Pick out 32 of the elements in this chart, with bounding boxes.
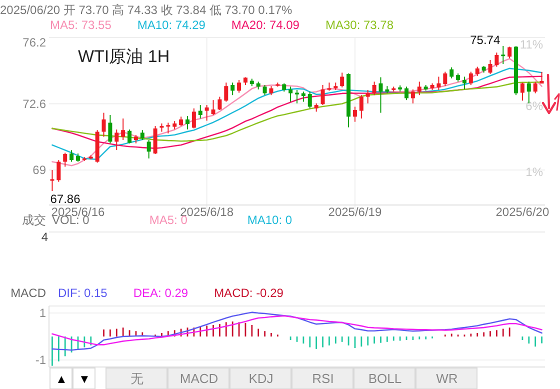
text: MA10: 0 (247, 213, 292, 227)
text: MA20: 74.09 (231, 18, 300, 32)
annotation: 75.74 (470, 32, 500, 47)
y-tick-label: 69 (32, 163, 46, 178)
text: ▼ (78, 372, 90, 386)
annotation: 67.86 (50, 192, 81, 206)
text: 4 (41, 230, 48, 244)
x-tick-label: 2025/6/20 (496, 205, 550, 219)
text: ▲ (56, 372, 68, 386)
text: DIF: 0.15 (58, 286, 108, 300)
line-series (52, 315, 542, 346)
text: BOLL (368, 371, 402, 386)
text: 无 (130, 371, 144, 386)
text: WTI原油 1H (78, 47, 170, 66)
text: MACD (180, 371, 218, 386)
y-tick-label: 76.2 (22, 36, 46, 50)
chart-subtitle: 2025/06/20 开 73.70 高 74.33 收 73.84 低 73.70 0.17% (0, 3, 293, 17)
text: RSI (312, 371, 334, 386)
text: KDJ (248, 371, 274, 386)
text: MACD: -0.29 (214, 286, 284, 300)
text: 成交 (22, 213, 46, 227)
text: WR (436, 371, 458, 386)
text: DEA: 0.29 (133, 286, 188, 300)
chart-title: MACD (10, 286, 46, 300)
x-tick-label: 2025/6/19 (328, 205, 382, 219)
text: MA30: 73.78 (325, 18, 394, 32)
y-tick-label: -1 (35, 352, 46, 367)
y-tick-label: 72.6 (22, 96, 46, 111)
text: MA10: 74.29 (137, 18, 206, 32)
line-series (52, 312, 542, 351)
y-tick-label: 1 (39, 306, 46, 320)
text: MA5: 73.55 (50, 18, 112, 32)
